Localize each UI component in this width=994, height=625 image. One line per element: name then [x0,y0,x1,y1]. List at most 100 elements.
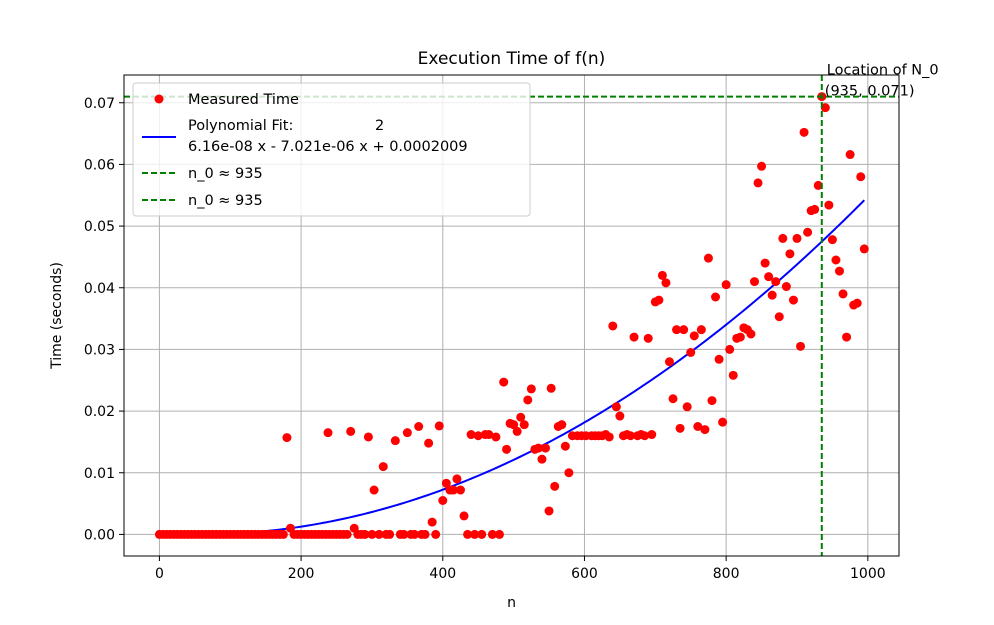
y-tick-label: 0.00 [84,527,115,543]
data-point [390,436,400,446]
data-point [466,430,476,440]
data-point [608,321,618,331]
data-point [346,426,356,436]
data-point [838,289,848,299]
legend-entry-fit-equation: 6.16e-08 x - 7.021e-06 x + 0.0002009 [188,139,468,155]
y-tick-label: 0.05 [84,219,115,235]
data-point [749,277,759,287]
data-point [363,432,373,442]
data-point [831,255,841,265]
data-point [541,443,551,453]
data-point [342,529,352,539]
plot-frame [123,74,900,557]
data-point [282,433,292,443]
annotation-line-2: (935, 0.071) [825,84,915,100]
data-point [526,384,536,394]
y-tick-label: 0.01 [84,466,115,482]
data-point [420,529,430,539]
data-point [626,431,636,441]
data-point [378,462,388,472]
data-point [700,425,710,435]
data-point [424,438,434,448]
data-point [718,417,728,427]
data-point [487,529,497,539]
data-point [369,485,379,495]
data-point [564,468,574,478]
data-point [455,485,465,495]
legend-box [132,82,531,217]
data-point [546,383,556,393]
data-point [360,529,370,539]
data-point [721,280,731,290]
data-point [473,431,483,441]
data-point [499,377,509,387]
data-point [448,485,458,495]
data-point [842,332,852,342]
data-point [824,200,834,210]
y-tick-label: 0.06 [84,157,115,173]
legend-entry-n0-vertical: n_0 ≈ 935 [188,193,263,209]
data-point [834,266,844,276]
data-point [367,529,377,539]
data-point [711,292,721,302]
data-point [746,329,756,339]
data-point [484,430,494,440]
data-point [778,233,788,243]
data-point [657,270,667,280]
data-point [452,474,462,484]
data-point [703,253,713,263]
data-point [385,529,395,539]
data-point [693,422,703,431]
data-point [278,529,288,539]
fit-curve [159,199,865,536]
data-point [767,290,777,300]
data-point [640,431,650,441]
y-tick-label: 0.04 [84,281,115,297]
chart-title: Execution Time of f(n) [418,49,606,69]
data-point [537,454,547,464]
legend: Measured Time Polynomial Fit: 2 6.16e-08… [132,82,531,217]
annotation: Location of N_0 (935, 0.071) [825,63,939,100]
data-point [852,298,862,308]
data-point [799,127,809,137]
data-point [615,411,625,421]
data-point [494,529,504,539]
data-point [431,529,441,539]
data-point [459,511,469,521]
data-point [686,348,696,357]
data-point [664,357,674,367]
data-point [323,428,333,438]
data-point [438,496,448,505]
data-point [675,423,685,433]
data-point [647,430,657,440]
data-point [399,529,409,539]
data-point [409,529,419,539]
data-point [757,161,767,171]
data-point [463,529,473,539]
annotation-line-1: Location of N_0 [827,63,939,79]
data-point [856,172,866,182]
data-point [427,517,437,527]
data-point [679,325,689,335]
x-tick-label: 600 [571,566,598,582]
x-tick-label: 0 [155,566,164,582]
legend-marker-measured [154,94,164,104]
data-point [550,481,560,491]
data-point [735,332,745,342]
data-point [728,370,738,380]
data-point [611,402,621,412]
data-point [845,150,855,160]
data-point [820,103,830,113]
data-point [792,233,802,243]
data-point [661,278,671,288]
data-point [753,178,763,188]
data-point [689,331,699,341]
data-point [512,426,522,436]
data-point [803,227,813,237]
data-point [544,506,554,516]
data-point [707,396,717,406]
legend-entry-measured: Measured Time [188,92,299,108]
data-point [491,432,501,442]
data-point [509,420,519,430]
